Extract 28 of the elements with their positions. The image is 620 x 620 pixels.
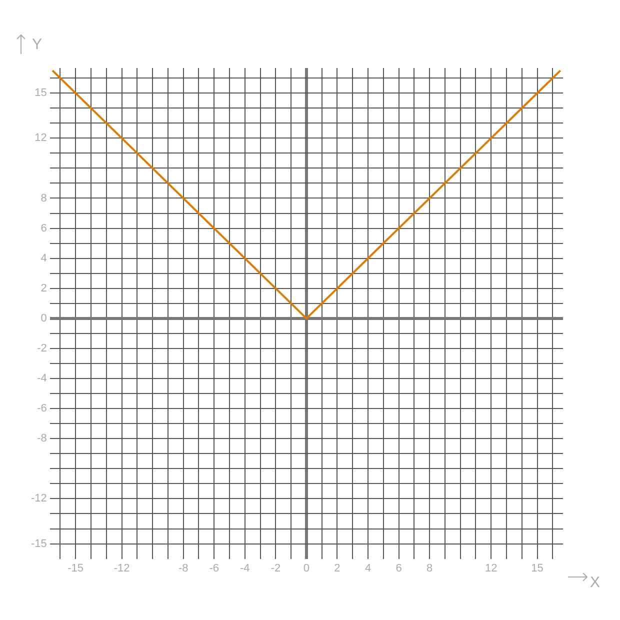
x-tick-label: -12 bbox=[114, 562, 130, 574]
y-tick-label: 4 bbox=[40, 252, 47, 264]
x-tick-label: 2 bbox=[334, 562, 340, 574]
x-tick-label: 8 bbox=[426, 562, 433, 574]
y-tick-label: -8 bbox=[37, 432, 47, 445]
y-tick-label: -4 bbox=[37, 372, 47, 385]
y-tick-label: -2 bbox=[37, 342, 47, 355]
y-tick-label: -6 bbox=[37, 402, 47, 415]
x-tick-label: 15 bbox=[531, 562, 544, 574]
x-tick-label: -4 bbox=[240, 562, 250, 574]
x-tick-label: -8 bbox=[178, 562, 188, 574]
y-tick-label: 0 bbox=[40, 312, 47, 324]
y-tick-label: -12 bbox=[30, 492, 47, 505]
y-tick-label: 8 bbox=[40, 192, 47, 204]
y-axis-title: Y bbox=[32, 36, 42, 53]
x-tick-label: 12 bbox=[485, 562, 498, 574]
x-axis-title: X bbox=[590, 574, 600, 591]
x-tick-label: -2 bbox=[270, 562, 281, 574]
x-tick-label: 6 bbox=[396, 562, 402, 574]
y-tick-label: 6 bbox=[40, 222, 47, 234]
x-tick-label: 0 bbox=[303, 562, 310, 574]
y-tick-label: 2 bbox=[40, 282, 47, 294]
x-tick-label: 4 bbox=[364, 562, 372, 574]
y-tick-label: 15 bbox=[34, 87, 47, 100]
y-tick-label: -15 bbox=[30, 538, 47, 550]
y-tick-label: 12 bbox=[34, 132, 47, 144]
x-tick-label: -15 bbox=[68, 562, 84, 574]
x-tick-label: -6 bbox=[209, 562, 219, 574]
